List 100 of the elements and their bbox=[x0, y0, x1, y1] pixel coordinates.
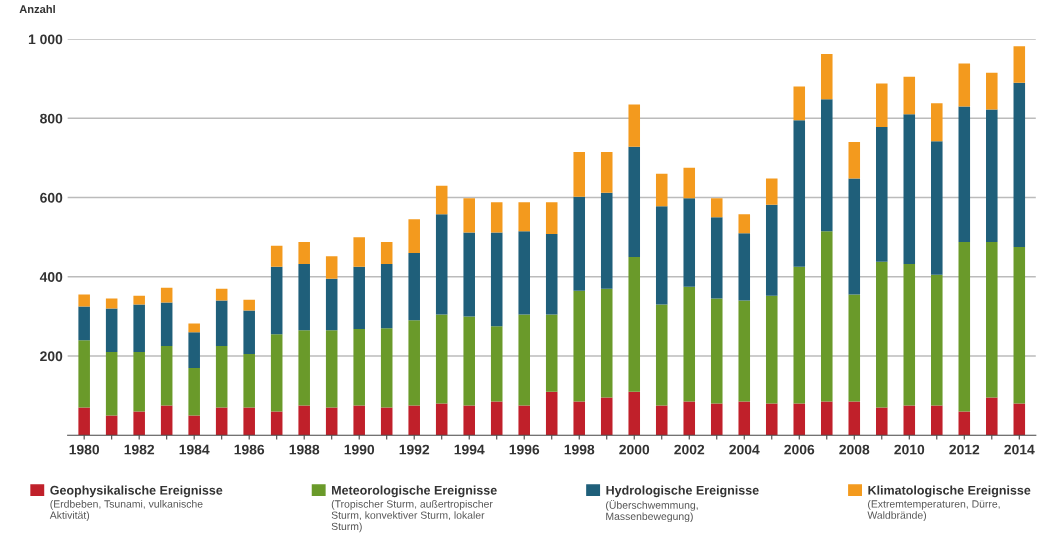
bar bbox=[160, 405, 173, 436]
bar bbox=[1013, 403, 1026, 436]
bar bbox=[490, 232, 503, 327]
y-tick-label: 600 bbox=[40, 192, 63, 203]
bar bbox=[188, 367, 200, 416]
bar bbox=[243, 407, 255, 436]
text: (Extremtemperaturen, Dürre, Waldbrände) bbox=[867, 499, 1000, 521]
x-tick-label: 2006 bbox=[784, 444, 815, 455]
legend-label: Geophysikalische Ereignisse bbox=[50, 485, 223, 498]
bar bbox=[160, 302, 173, 347]
x-tick-label: 2004 bbox=[729, 444, 760, 455]
bar bbox=[958, 411, 971, 436]
bar bbox=[986, 241, 998, 398]
bar bbox=[518, 202, 530, 232]
x-tick-label: 2012 bbox=[949, 444, 980, 455]
bar bbox=[215, 300, 228, 347]
bar bbox=[298, 241, 310, 265]
bar bbox=[105, 308, 118, 353]
x-tick-label: 1992 bbox=[399, 444, 430, 455]
bar bbox=[765, 295, 778, 404]
bar bbox=[738, 401, 751, 436]
bar bbox=[408, 405, 420, 436]
bar bbox=[325, 330, 338, 408]
bar bbox=[600, 288, 613, 398]
y-tick-label: 200 bbox=[40, 351, 63, 362]
bar bbox=[820, 231, 833, 402]
bar bbox=[105, 352, 118, 416]
bar bbox=[1013, 46, 1026, 83]
bar bbox=[903, 114, 916, 265]
legend-label: Hydrologische Ereignisse bbox=[606, 485, 759, 498]
legend-label: Klimatologische Ereignisse bbox=[868, 485, 1031, 498]
bar bbox=[683, 401, 696, 436]
bar bbox=[876, 407, 888, 436]
bar bbox=[188, 323, 200, 333]
bar bbox=[435, 403, 448, 436]
y-axis-title: Anzahl bbox=[19, 4, 55, 14]
bar bbox=[793, 403, 806, 436]
bar bbox=[215, 407, 228, 436]
bar bbox=[903, 76, 916, 115]
bar bbox=[490, 401, 503, 436]
bar bbox=[848, 294, 861, 402]
bar bbox=[876, 127, 888, 262]
bar bbox=[325, 256, 338, 279]
bar bbox=[765, 204, 778, 296]
y-tick-label: 1 000 bbox=[28, 34, 63, 45]
bar bbox=[463, 198, 475, 233]
bar bbox=[435, 185, 448, 215]
x-tick-label: 2000 bbox=[619, 444, 650, 455]
bar bbox=[600, 151, 613, 193]
bar bbox=[545, 391, 558, 436]
bar bbox=[325, 278, 338, 331]
bar bbox=[876, 261, 888, 408]
x-tick-label: 1980 bbox=[69, 444, 100, 455]
bar bbox=[710, 298, 723, 404]
bar bbox=[931, 405, 943, 436]
bar bbox=[78, 294, 90, 307]
x-tick-label: 2010 bbox=[894, 444, 925, 455]
bar bbox=[1013, 247, 1026, 404]
bar bbox=[243, 299, 255, 311]
bar bbox=[188, 415, 200, 436]
bar bbox=[353, 237, 365, 267]
bar bbox=[820, 99, 833, 232]
bar bbox=[820, 54, 833, 100]
bar bbox=[435, 214, 448, 315]
bar bbox=[628, 146, 641, 257]
bar bbox=[215, 346, 228, 408]
bar bbox=[683, 198, 696, 287]
bar bbox=[710, 217, 723, 299]
x-tick-label: 1982 bbox=[124, 444, 155, 455]
bar bbox=[353, 266, 365, 330]
bar bbox=[78, 407, 90, 436]
bar bbox=[931, 141, 943, 275]
x-tick-label: 2014 bbox=[1004, 444, 1035, 455]
bar bbox=[876, 83, 888, 128]
x-tick-label: 1994 bbox=[454, 444, 485, 455]
bar bbox=[78, 340, 90, 408]
bar bbox=[463, 405, 475, 436]
bar bbox=[545, 314, 558, 392]
bar bbox=[408, 219, 420, 253]
bar bbox=[298, 330, 310, 406]
x-tick-label: 1988 bbox=[289, 444, 320, 455]
bar bbox=[380, 328, 393, 408]
bar bbox=[655, 304, 668, 406]
bar bbox=[958, 63, 971, 107]
y-tick-label: 800 bbox=[40, 113, 63, 124]
bar bbox=[78, 306, 90, 341]
y-tick-label: 400 bbox=[39, 272, 63, 282]
bar bbox=[848, 178, 861, 295]
bar bbox=[820, 401, 833, 436]
bar bbox=[573, 290, 586, 402]
bar bbox=[353, 405, 365, 436]
bar bbox=[958, 241, 971, 412]
bar bbox=[270, 266, 283, 335]
bar bbox=[628, 256, 641, 392]
bar bbox=[408, 253, 420, 321]
bar bbox=[655, 405, 668, 436]
bar bbox=[683, 167, 696, 199]
bar bbox=[848, 401, 861, 436]
bar bbox=[490, 202, 503, 233]
x-tick-label: 2008 bbox=[839, 444, 870, 455]
